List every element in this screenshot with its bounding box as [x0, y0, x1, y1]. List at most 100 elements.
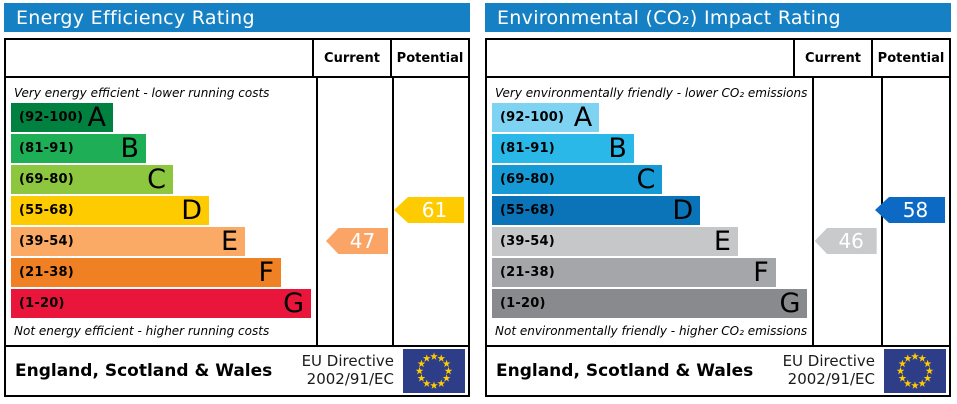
energy-current-column: 47	[316, 78, 392, 345]
co2-current-arrow: 46	[814, 228, 877, 254]
energy-header-spacer	[6, 40, 312, 76]
band-row: (55-68) D	[11, 196, 311, 227]
region-label: England, Scotland & Wales	[15, 361, 273, 381]
co2-bands-column: Very environmentally friendly - lower CO…	[487, 78, 812, 345]
band-letter: G	[283, 288, 304, 319]
co2-potential-header: Potential	[871, 40, 949, 76]
co2-footer: England, Scotland & Wales EU Directive 2…	[487, 345, 949, 395]
band-letter: A	[573, 102, 593, 133]
energy-potential-arrow: 61	[394, 197, 464, 223]
co2-top-note: Very environmentally friendly - lower CO…	[495, 85, 808, 100]
band-bar-g: (1-20) G	[11, 289, 311, 318]
energy-potential-value: 61	[421, 198, 448, 222]
energy-title: Energy Efficiency Rating	[16, 6, 255, 29]
band-bar-c: (69-80) C	[492, 164, 663, 195]
panel-energy-efficiency: Energy Efficiency Rating Current Potenti…	[4, 3, 470, 397]
band-row: (92-100) A	[492, 103, 807, 134]
band-letter: G	[779, 288, 801, 319]
band-letter: D	[181, 195, 202, 226]
band-row: (21-38) F	[492, 258, 807, 289]
energy-title-bar: Energy Efficiency Rating	[4, 3, 470, 32]
co2-header-row: Current Potential	[487, 40, 949, 78]
band-bar-f: (21-38) F	[492, 258, 776, 287]
co2-potential-value: 58	[902, 198, 929, 222]
energy-potential-column: 61	[392, 78, 468, 345]
energy-header-row: Current Potential	[6, 40, 468, 78]
band-bar-a: (92-100) A	[11, 103, 113, 132]
co2-title: Environmental (CO₂) Impact Rating	[497, 6, 841, 29]
band-range: (39-54)	[500, 234, 555, 249]
band-range: (69-80)	[500, 172, 555, 187]
band-bar-f: (21-38) F	[11, 258, 281, 287]
energy-body: Very energy efficient - lower running co…	[6, 78, 468, 345]
band-row: (81-91) B	[11, 134, 311, 165]
eu-directive-line2: 2002/91/EC	[306, 370, 394, 388]
band-row: (69-80) C	[11, 165, 311, 196]
co2-potential-arrow: 58	[875, 197, 945, 223]
band-row: (1-20) G	[11, 289, 311, 320]
band-row: (1-20) G	[492, 288, 808, 320]
band-letter: F	[258, 257, 274, 288]
energy-current-value: 47	[349, 229, 376, 253]
co2-bottom-note: Not environmentally friendly - higher CO…	[495, 323, 808, 338]
co2-table: Current Potential Very environmentally f…	[485, 38, 951, 397]
band-bar-e: (39-54) E	[11, 227, 245, 256]
co2-current-header: Current	[793, 40, 871, 76]
band-range: (21-38)	[19, 265, 74, 280]
eu-directive-line2: 2002/91/EC	[787, 370, 875, 388]
band-letter: C	[147, 164, 166, 195]
band-range: (21-38)	[500, 265, 555, 280]
energy-current-arrow: 47	[326, 228, 388, 254]
band-row: (39-54) E	[11, 227, 311, 258]
band-range: (81-91)	[500, 141, 555, 156]
band-range: (1-20)	[19, 296, 65, 311]
eu-directive-label: EU Directive 2002/91/EC	[301, 352, 394, 388]
energy-bands-column: Very energy efficient - lower running co…	[6, 78, 316, 345]
band-range: (92-100)	[19, 110, 84, 125]
co2-header-spacer	[487, 40, 793, 76]
band-row: (39-54) E	[492, 227, 807, 258]
band-letter: B	[120, 133, 139, 164]
co2-body: Very environmentally friendly - lower CO…	[487, 78, 949, 345]
band-range: (1-20)	[500, 296, 546, 311]
eu-flag	[884, 349, 946, 393]
panel-co2-impact: Environmental (CO₂) Impact Rating Curren…	[485, 3, 951, 397]
eu-directive-label: EU Directive 2002/91/EC	[782, 352, 875, 388]
energy-table: Current Potential Very energy efficient …	[4, 38, 470, 397]
eu-directive-line1: EU Directive	[301, 352, 394, 371]
band-letter: E	[220, 226, 238, 257]
energy-current-header: Current	[312, 40, 390, 76]
band-row: (55-68) D	[492, 196, 807, 227]
co2-title-bar: Environmental (CO₂) Impact Rating	[485, 3, 951, 32]
co2-current-column: 46	[812, 78, 880, 345]
energy-footer: England, Scotland & Wales EU Directive 2…	[6, 345, 468, 395]
band-bar-d: (55-68) D	[492, 195, 701, 226]
band-letter: F	[753, 257, 769, 288]
band-row: (92-100) A	[11, 103, 311, 134]
region-label: England, Scotland & Wales	[496, 361, 754, 381]
band-bar-e: (39-54) E	[492, 227, 738, 256]
eu-flag	[403, 349, 465, 393]
band-bar-b: (81-91) B	[492, 134, 634, 163]
band-letter: C	[636, 164, 656, 195]
band-letter: E	[713, 226, 731, 257]
band-letter: D	[672, 195, 694, 226]
band-bar-d: (55-68) D	[11, 196, 209, 225]
band-bar-a: (92-100) A	[492, 102, 600, 133]
band-row: (21-38) F	[11, 258, 311, 289]
band-range: (39-54)	[19, 234, 74, 249]
band-row: (81-91) B	[492, 134, 807, 165]
band-bar-g: (1-20) G	[492, 288, 808, 319]
energy-potential-header: Potential	[390, 40, 468, 76]
co2-potential-column: 58	[875, 78, 949, 345]
band-bar-b: (81-91) B	[11, 134, 146, 163]
energy-bottom-note: Not energy efficient - higher running co…	[14, 323, 270, 338]
band-range: (69-80)	[19, 172, 74, 187]
band-letter: A	[87, 102, 106, 133]
band-range: (81-91)	[19, 141, 74, 156]
eu-directive-line1: EU Directive	[782, 352, 875, 371]
band-range: (55-68)	[500, 203, 555, 218]
energy-top-note: Very energy efficient - lower running co…	[14, 85, 270, 100]
band-letter: B	[608, 133, 627, 164]
band-row: (69-80) C	[492, 165, 807, 196]
